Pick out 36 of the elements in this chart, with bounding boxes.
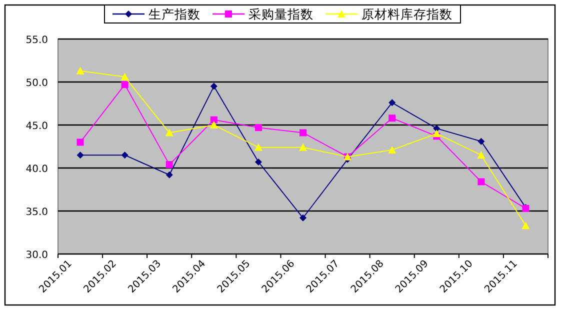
point — [522, 222, 530, 230]
point — [433, 124, 440, 132]
legend-label: 生产指数 — [148, 6, 200, 22]
legend-label: 原材料库存指数 — [362, 6, 452, 22]
y-tick-label: 55.0 — [26, 35, 48, 46]
point — [121, 152, 128, 159]
point — [166, 161, 173, 168]
point — [388, 99, 396, 106]
point — [165, 128, 174, 136]
point — [477, 151, 486, 159]
point — [210, 116, 218, 124]
point — [254, 124, 262, 132]
point — [388, 146, 396, 154]
point — [478, 178, 485, 186]
y-tick-label: 40.0 — [26, 164, 48, 175]
point — [210, 82, 218, 90]
point — [210, 121, 218, 128]
legend-label: 采购量指数 — [248, 6, 314, 22]
y-tick-label: 50.0 — [26, 78, 48, 89]
point — [76, 152, 84, 159]
point — [388, 114, 396, 122]
y-tick-label: 45.0 — [26, 121, 48, 132]
point — [166, 171, 173, 178]
point — [120, 72, 129, 80]
y-tick-label: 35.0 — [26, 207, 48, 218]
point — [254, 158, 262, 166]
point — [300, 214, 306, 222]
point — [299, 143, 307, 151]
point — [76, 66, 84, 74]
point — [432, 130, 441, 138]
point — [121, 81, 128, 88]
point — [76, 138, 84, 146]
point — [478, 138, 485, 145]
point — [300, 129, 306, 136]
point — [254, 143, 262, 151]
y-tick-label: 30.0 — [26, 250, 48, 261]
